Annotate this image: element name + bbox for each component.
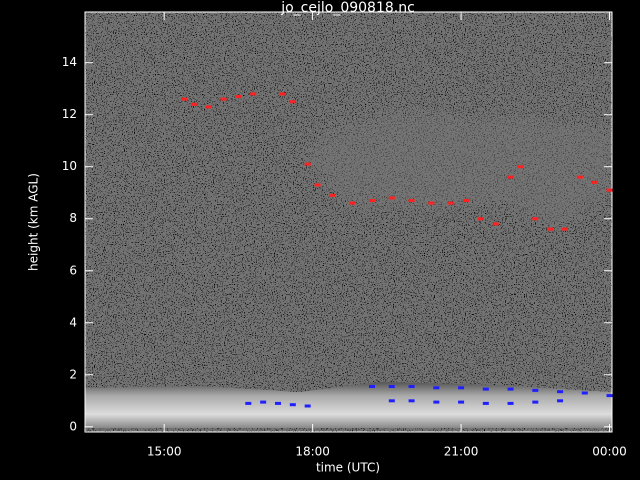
cloud-point <box>448 201 455 205</box>
cloud-point <box>220 97 227 101</box>
cloud-point <box>606 188 613 192</box>
cloud-point <box>507 175 514 179</box>
cloud-point <box>408 399 415 403</box>
cloud-point <box>260 400 267 404</box>
y-tick-label: 4 <box>69 315 77 329</box>
cloud-point <box>561 227 568 231</box>
cloud-point <box>477 217 484 221</box>
cloud-point <box>517 165 524 169</box>
cloud-point <box>289 403 296 407</box>
cloud-point <box>388 399 395 403</box>
cloud-point <box>289 100 296 104</box>
backscatter-image <box>85 12 612 432</box>
cloud-point <box>463 199 470 203</box>
cloud-point <box>408 384 415 388</box>
x-tick-label: 21:00 <box>444 445 479 459</box>
cloud-point <box>576 175 583 179</box>
cloud-point <box>245 401 252 405</box>
cloud-point <box>557 390 564 394</box>
cloud-point <box>532 217 539 221</box>
x-tick-label: 18:00 <box>295 445 330 459</box>
x-tick-label: 00:00 <box>592 445 627 459</box>
cloud-point <box>304 162 311 166</box>
y-tick-label: 10 <box>62 159 77 173</box>
cloud-point <box>304 404 311 408</box>
y-tick-label: 0 <box>69 419 77 433</box>
cloud-point <box>428 201 435 205</box>
y-axis-label: height (km AGL) <box>27 173 41 271</box>
cloud-point <box>482 401 489 405</box>
plot-frame <box>84 11 613 433</box>
cloud-point <box>532 388 539 392</box>
cloud-point <box>349 201 356 205</box>
cloud-point <box>388 384 395 388</box>
cloud-point <box>314 183 321 187</box>
cloud-point <box>507 401 514 405</box>
y-tick-label: 12 <box>62 107 77 121</box>
cloud-point <box>329 193 336 197</box>
cloud-point <box>408 199 415 203</box>
cloud-point <box>433 400 440 404</box>
cloud-point <box>458 386 465 390</box>
cloud-point <box>557 399 564 403</box>
cloud-point <box>458 400 465 404</box>
y-tick-label: 6 <box>69 263 77 277</box>
cloud-point <box>532 400 539 404</box>
y-tick-label: 8 <box>69 211 77 225</box>
cloud-point <box>190 102 197 106</box>
cloud-point <box>547 227 554 231</box>
chart-title: jo_cejlo_090818.nc <box>280 0 415 16</box>
cloud-point <box>492 222 499 226</box>
cloud-point <box>433 386 440 390</box>
cloud-point <box>581 391 588 395</box>
cloud-point <box>482 387 489 391</box>
cloud-point <box>250 92 257 96</box>
y-tick-label: 2 <box>69 367 77 381</box>
y-tick-label: 14 <box>62 55 77 69</box>
cloud-point <box>205 105 212 109</box>
cloud-point <box>369 384 376 388</box>
cloud-point <box>180 97 187 101</box>
cloud-point <box>274 401 281 405</box>
cloud-point <box>388 196 395 200</box>
x-tick-label: 15:00 <box>147 445 182 459</box>
cloud-point <box>235 95 242 99</box>
cloud-point <box>507 387 514 391</box>
cloud-point <box>606 394 613 398</box>
cloud-point <box>279 92 286 96</box>
cloud-point <box>369 199 376 203</box>
x-axis-label: time (UTC) <box>316 461 380 475</box>
cloud-point <box>591 180 598 184</box>
